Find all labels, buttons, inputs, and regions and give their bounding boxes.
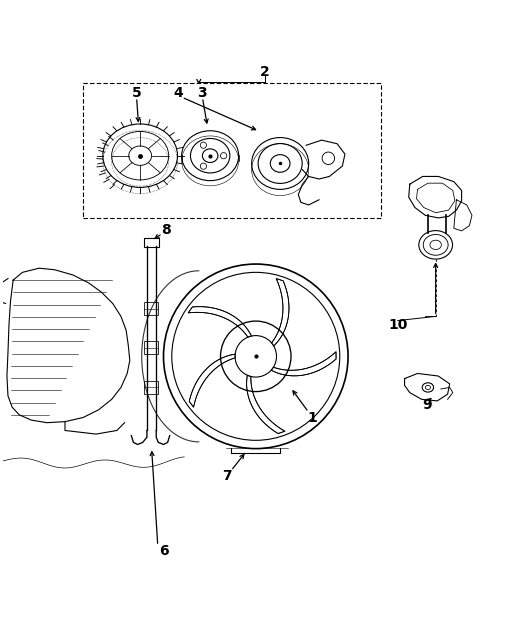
- Bar: [83, 83, 381, 218]
- Text: 7: 7: [222, 468, 232, 482]
- Text: 5: 5: [132, 87, 141, 100]
- Bar: [144, 341, 158, 353]
- Text: 6: 6: [159, 544, 168, 558]
- Text: 8: 8: [161, 223, 171, 237]
- Bar: [144, 382, 158, 394]
- Text: 10: 10: [388, 318, 408, 332]
- Text: 3: 3: [198, 87, 207, 100]
- Text: 4: 4: [173, 87, 183, 100]
- Text: 1: 1: [308, 410, 318, 424]
- Bar: [144, 302, 158, 315]
- Text: 2: 2: [260, 64, 269, 78]
- Bar: [144, 238, 159, 248]
- Text: 9: 9: [422, 397, 432, 412]
